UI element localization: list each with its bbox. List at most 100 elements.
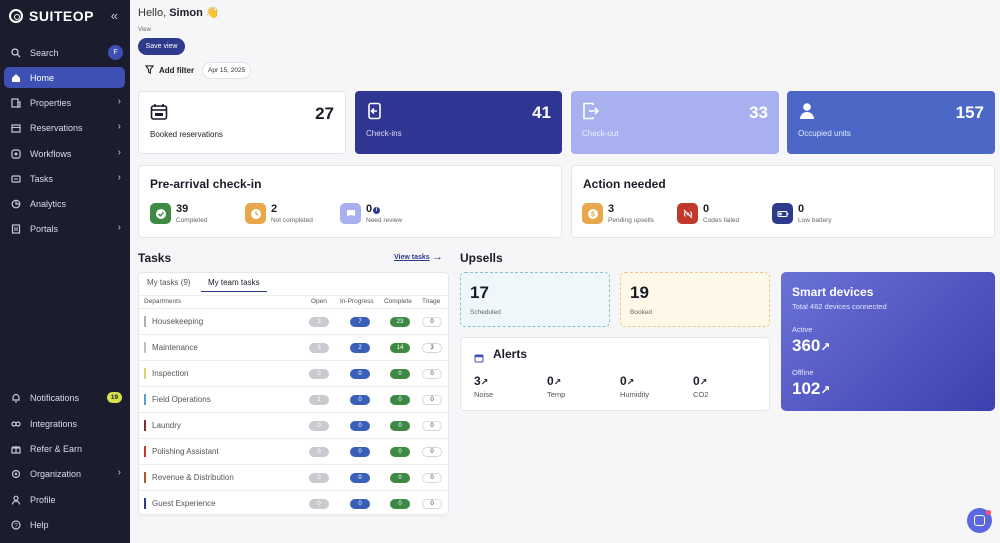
- alert-value: 0↗: [547, 374, 565, 388]
- metric-label: Low battery: [798, 217, 832, 224]
- metric-completed[interactable]: 39 Completed: [150, 203, 207, 224]
- table-row[interactable]: Polishing Assistant 0 0 0 0: [139, 439, 448, 465]
- sidebar-item-home[interactable]: Home: [4, 67, 125, 88]
- brand-name: SUITEOP: [29, 8, 94, 24]
- complete-count-pill: 0: [390, 473, 410, 483]
- offline-value: 102↗: [792, 379, 830, 399]
- metric-value: 3: [608, 203, 615, 215]
- metric-value: 2: [271, 203, 278, 215]
- triage-count-pill: 0: [422, 421, 442, 431]
- upsell-card-booked[interactable]: 19 Booked: [620, 272, 770, 327]
- table-row[interactable]: Field Operations 1 0 0 0: [139, 387, 448, 413]
- complete-count-pill: 0: [390, 395, 410, 405]
- metric-label: Pending upsells: [608, 217, 654, 224]
- sidebar: SUITEOP « Search F Home Properties › Res…: [0, 0, 130, 543]
- sidebar-item-help[interactable]: ? Help: [4, 514, 125, 535]
- svg-text:?: ?: [14, 523, 18, 529]
- table-row[interactable]: Laundry 0 0 0 0: [139, 413, 448, 439]
- tasks-icon: [10, 173, 21, 184]
- complete-count-pill: 14: [390, 343, 410, 353]
- collapse-sidebar-icon[interactable]: «: [110, 8, 118, 23]
- column-header: In-Progress: [340, 298, 374, 305]
- sidebar-item-search[interactable]: Search F: [4, 42, 125, 63]
- analytics-icon: [10, 198, 21, 209]
- column-header: Complete: [384, 298, 412, 305]
- sidebar-item-profile[interactable]: Profile: [4, 489, 125, 510]
- stat-value: 27: [315, 104, 334, 123]
- table-row[interactable]: Revenue & Distribution 0 0 0 0: [139, 465, 448, 491]
- panel-title: Alerts: [493, 347, 528, 361]
- alert-co2[interactable]: 0↗ CO2: [693, 374, 708, 399]
- search-icon: [10, 47, 21, 58]
- brand[interactable]: SUITEOP «: [9, 7, 124, 25]
- alert-humidity[interactable]: 0↗ Humidity: [620, 374, 649, 399]
- sidebar-item-analytics[interactable]: Analytics: [4, 193, 125, 214]
- arrow-up-right-icon: ↗: [820, 340, 831, 354]
- add-filter-button[interactable]: Add filter: [139, 62, 200, 79]
- smart-devices-card[interactable]: Smart devices Total 462 devices connecte…: [781, 272, 995, 411]
- sidebar-item-reservations[interactable]: Reservations ›: [4, 117, 125, 138]
- pre-arrival-panel: Pre-arrival check-in 39 Completed 2 Not …: [138, 165, 562, 238]
- metric-codes-failed[interactable]: 0 Codes failed: [677, 203, 739, 224]
- sidebar-item-label: Reservations: [30, 122, 83, 133]
- sidebar-item-notifications[interactable]: Notifications 19: [4, 387, 125, 408]
- sidebar-item-label: Tasks: [30, 173, 54, 184]
- department-name: Housekeeping: [144, 316, 203, 327]
- active-value: 360↗: [792, 336, 830, 356]
- sidebar-item-label: Refer & Earn: [30, 443, 83, 454]
- table-row[interactable]: Inspection 0 0 0 0: [139, 361, 448, 387]
- sidebar-item-tasks[interactable]: Tasks ›: [4, 168, 125, 189]
- tab-my-team-tasks[interactable]: My team tasks: [201, 278, 267, 292]
- sidebar-item-portals[interactable]: Portals ›: [4, 218, 125, 239]
- chat-launcher-button[interactable]: [967, 508, 992, 533]
- arrow-right-icon[interactable]: →: [432, 251, 443, 263]
- stat-card-check-ins[interactable]: 41 Check-ins: [355, 91, 562, 154]
- chevron-right-icon: ›: [117, 222, 121, 233]
- table-row[interactable]: Housekeeping 3 7 23 0: [139, 309, 448, 335]
- upsell-card-scheduled[interactable]: 17 Scheduled: [460, 272, 610, 327]
- stat-card-occupied-units[interactable]: 157 Occupied units: [787, 91, 995, 154]
- date-filter-chip[interactable]: Apr 15, 2025: [202, 62, 252, 79]
- sidebar-item-properties[interactable]: Properties ›: [4, 92, 125, 113]
- metric-label: Not completed: [271, 217, 313, 224]
- metric-low-battery[interactable]: 0 Low battery: [772, 203, 832, 224]
- arrow-up-right-icon: ↗: [820, 383, 831, 397]
- save-view-button[interactable]: Save view: [138, 38, 185, 55]
- metric-value: 39: [176, 203, 189, 215]
- metric-pending-upsells[interactable]: $ 3 Pending upsells: [582, 203, 654, 224]
- help-icon: ?: [10, 519, 21, 530]
- info-icon[interactable]: i: [373, 207, 381, 214]
- sidebar-item-refer-earn[interactable]: Refer & Earn: [4, 438, 125, 459]
- wave-emoji: 👋: [205, 7, 220, 19]
- sidebar-item-label: Analytics: [30, 198, 67, 209]
- stat-card-check-out[interactable]: 33 Check-out: [571, 91, 779, 154]
- tasks-title: Tasks: [138, 251, 172, 265]
- tasks-table-header: Departments Open In-Progress Complete Tr…: [139, 295, 448, 309]
- table-row[interactable]: Guest Experience 0 0 0 0: [139, 491, 448, 517]
- complete-count-pill: 0: [390, 499, 410, 509]
- filter-icon: [144, 65, 155, 76]
- panel-title: Pre-arrival check-in: [150, 177, 262, 191]
- person-icon: [798, 102, 816, 120]
- sidebar-item-label: Profile: [30, 494, 56, 505]
- stat-value: 33: [749, 103, 768, 122]
- triage-count-pill: 0: [422, 499, 442, 509]
- alert-temp[interactable]: 0↗ Temp: [547, 374, 565, 399]
- check-in-icon: [366, 102, 384, 120]
- complete-count-pill: 0: [390, 369, 410, 379]
- metric-not-completed[interactable]: 2 Not completed: [245, 203, 313, 224]
- sidebar-item-integrations[interactable]: Integrations: [4, 413, 125, 434]
- table-row[interactable]: Maintenance 3 2 14 3: [139, 335, 448, 361]
- view-tasks-link[interactable]: View tasks: [394, 254, 430, 261]
- svg-text:$: $: [591, 211, 595, 218]
- chevron-right-icon: ›: [117, 147, 121, 158]
- open-count-pill: 0: [309, 499, 329, 509]
- sidebar-item-workflows[interactable]: Workflows ›: [4, 143, 125, 164]
- active-number: 360: [792, 336, 821, 355]
- tab-my-tasks[interactable]: My tasks (9): [147, 278, 191, 287]
- stat-card-booked-reservations[interactable]: 27 Booked reservations: [138, 91, 346, 154]
- sidebar-item-organization[interactable]: Organization ›: [4, 463, 125, 484]
- alert-noise[interactable]: 3↗ Noise: [474, 374, 493, 399]
- upsell-value: 17: [470, 283, 489, 302]
